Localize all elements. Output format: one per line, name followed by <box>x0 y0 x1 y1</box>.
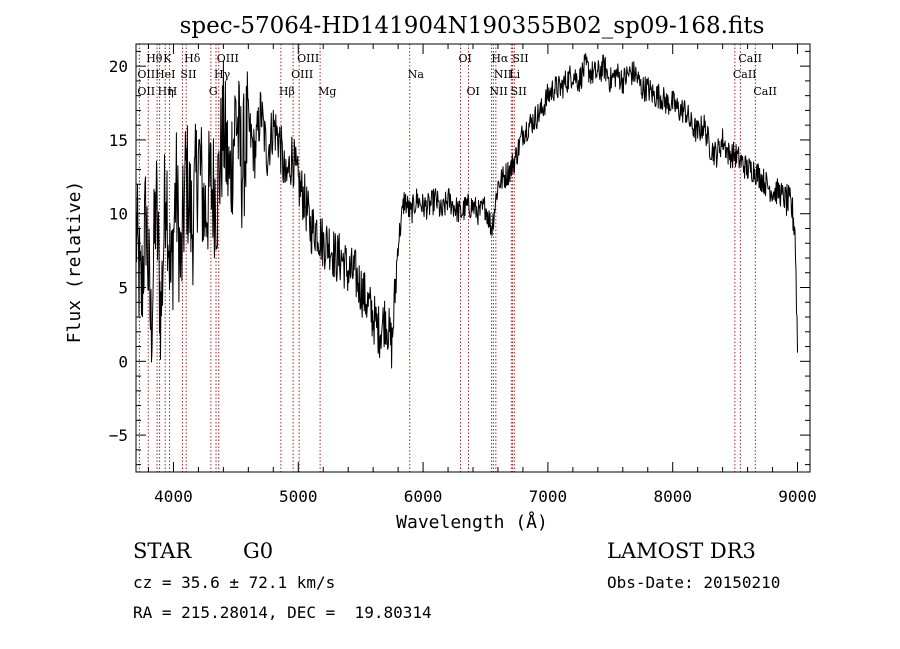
x-axis: 4000 5000 6000 7000 8000 9000 <box>147 44 817 506</box>
x-tick-label: 7000 <box>529 487 568 506</box>
spectral-line-label: HeI <box>155 68 175 81</box>
x-tick-label: 5000 <box>279 487 318 506</box>
y-tick-label: 0 <box>118 352 128 371</box>
survey-name: LAMOST DR3 <box>607 539 756 563</box>
spectral-line-label: OIII <box>217 52 239 65</box>
x-axis-label: Wavelength (Å) <box>396 511 548 533</box>
spectral-line-label: OIII <box>291 68 313 81</box>
spectral-line-label: CaII <box>733 68 757 81</box>
chart-title: spec-57064-HD141904N190355B02_sp09-168.f… <box>180 13 765 39</box>
spectral-line-label: Hη <box>158 85 174 98</box>
spectral-line-label: Hθ <box>146 52 163 65</box>
spectral-line-label: CaII <box>753 85 777 98</box>
coordinates: RA = 215.28014, DEC = 19.80314 <box>133 603 432 622</box>
object-subclass: G0 <box>243 539 274 563</box>
spectral-line-label: OII <box>137 85 155 98</box>
y-tick-label: 5 <box>118 279 128 298</box>
spectral-line-label: Hγ <box>214 68 231 81</box>
spectral-line-label: K <box>163 52 172 65</box>
y-tick-label: 15 <box>109 131 128 150</box>
spectrum-line <box>135 53 798 369</box>
spectral-line-label: Hδ <box>184 52 201 65</box>
spectral-line-label: Mg <box>318 85 336 98</box>
spectral-line-label: OI <box>459 52 472 65</box>
spectral-line-label: Na <box>408 68 425 81</box>
spectral-line-label: H <box>168 85 178 98</box>
x-tick-label: 6000 <box>404 487 443 506</box>
x-tick-label: 9000 <box>778 487 817 506</box>
line-markers <box>138 44 756 472</box>
y-tick-label: 10 <box>109 205 128 224</box>
plot-frame <box>135 43 811 473</box>
spectral-line-label: OI <box>467 85 480 98</box>
y-axis-label: Flux (relative) <box>64 181 85 344</box>
spectral-line-label: SII <box>511 85 527 98</box>
spectral-line-label: Hβ <box>279 85 295 98</box>
spectral-line-label: CaII <box>738 52 762 65</box>
y-tick-label: 20 <box>109 57 128 76</box>
y-tick-label: −5 <box>109 426 128 445</box>
y-axis: −5 0 5 10 15 20 <box>109 50 810 466</box>
spectral-line-label: Li <box>509 68 520 81</box>
x-tick-label: 8000 <box>653 487 692 506</box>
spectral-line-label: NII <box>489 85 507 98</box>
object-class: STAR <box>133 539 192 563</box>
spectral-line-label: SII <box>180 68 196 81</box>
spectral-line-label: OIII <box>297 52 319 65</box>
redshift-text: cz = 35.6 ± 72.1 km/s <box>133 573 336 592</box>
spectral-line-label: Hα <box>491 52 509 65</box>
spectral-line-label: OII <box>137 68 155 81</box>
x-tick-label: 4000 <box>154 487 193 506</box>
spectral-line-label: NII <box>494 68 512 81</box>
spectral-line-label: SII <box>512 52 528 65</box>
spectral-line-label: G <box>209 85 218 98</box>
obs-date: Obs-Date: 20150210 <box>607 573 781 592</box>
